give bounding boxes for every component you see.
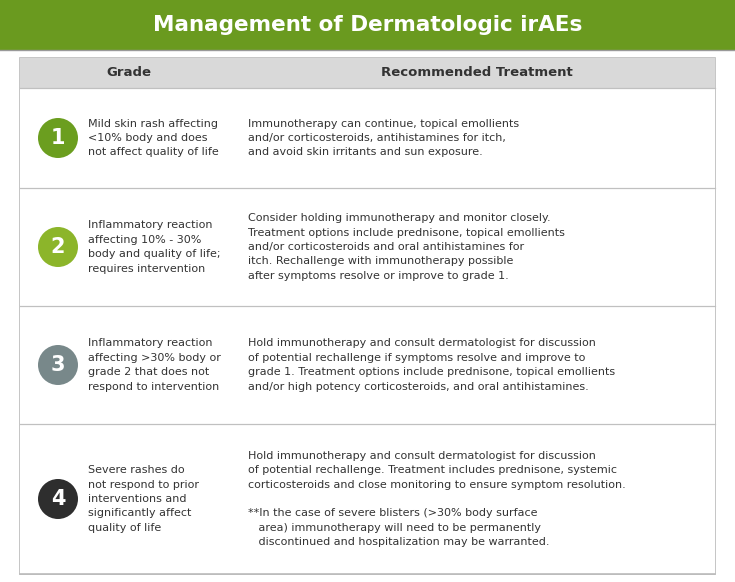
Text: 2: 2: [51, 237, 65, 257]
Circle shape: [38, 118, 78, 158]
Circle shape: [38, 227, 78, 267]
Text: Hold immunotherapy and consult dermatologist for discussion
of potential rechall: Hold immunotherapy and consult dermatolo…: [248, 338, 615, 392]
FancyBboxPatch shape: [0, 0, 735, 50]
Text: Hold immunotherapy and consult dermatologist for discussion
of potential rechall: Hold immunotherapy and consult dermatolo…: [248, 451, 625, 547]
Text: Consider holding immunotherapy and monitor closely.
Treatment options include pr: Consider holding immunotherapy and monit…: [248, 213, 565, 281]
Circle shape: [38, 479, 78, 519]
Text: 4: 4: [51, 489, 65, 509]
FancyBboxPatch shape: [20, 88, 715, 188]
Text: Inflammatory reaction
affecting >30% body or
grade 2 that does not
respond to in: Inflammatory reaction affecting >30% bod…: [88, 338, 221, 392]
Text: Management of Dermatologic irAEs: Management of Dermatologic irAEs: [153, 15, 582, 35]
FancyBboxPatch shape: [20, 188, 715, 306]
Text: Inflammatory reaction
affecting 10% - 30%
body and quality of life;
requires int: Inflammatory reaction affecting 10% - 30…: [88, 221, 220, 274]
Text: Immunotherapy can continue, topical emollients
and/or corticosteroids, antihista: Immunotherapy can continue, topical emol…: [248, 119, 519, 157]
Text: Recommended Treatment: Recommended Treatment: [381, 66, 573, 80]
Circle shape: [38, 345, 78, 385]
Text: 3: 3: [51, 355, 65, 375]
Text: Mild skin rash affecting
<10% body and does
not affect quality of life: Mild skin rash affecting <10% body and d…: [88, 119, 219, 157]
FancyBboxPatch shape: [20, 58, 715, 88]
FancyBboxPatch shape: [20, 306, 715, 424]
FancyBboxPatch shape: [20, 58, 715, 574]
Text: Severe rashes do
not respond to prior
interventions and
significantly affect
qua: Severe rashes do not respond to prior in…: [88, 465, 199, 533]
Text: Grade: Grade: [107, 66, 151, 80]
FancyBboxPatch shape: [20, 424, 715, 574]
Text: 1: 1: [51, 128, 65, 148]
